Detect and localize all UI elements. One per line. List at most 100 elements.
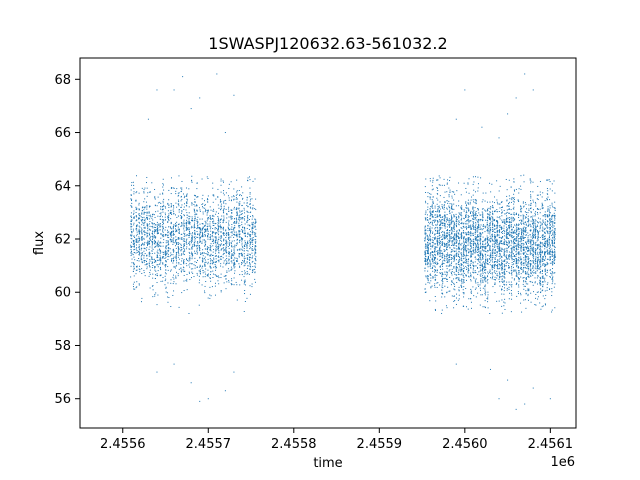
data-point bbox=[160, 202, 162, 204]
data-point bbox=[201, 253, 203, 255]
data-point bbox=[223, 240, 225, 242]
data-point bbox=[203, 200, 205, 202]
data-point bbox=[450, 244, 452, 246]
data-point bbox=[490, 237, 492, 239]
data-point bbox=[233, 199, 235, 201]
data-point bbox=[138, 244, 140, 246]
data-point bbox=[489, 257, 491, 259]
data-point bbox=[463, 251, 465, 253]
data-point bbox=[431, 251, 433, 253]
data-point bbox=[230, 215, 232, 217]
data-point bbox=[207, 275, 209, 277]
data-point bbox=[453, 257, 455, 259]
data-point bbox=[493, 271, 495, 273]
data-point bbox=[206, 248, 208, 250]
data-point bbox=[432, 212, 434, 214]
data-point bbox=[225, 264, 227, 266]
data-point bbox=[492, 201, 494, 203]
data-point bbox=[484, 292, 486, 294]
data-point bbox=[183, 230, 185, 232]
data-point bbox=[496, 216, 498, 218]
data-point bbox=[433, 221, 435, 223]
data-point bbox=[186, 278, 188, 280]
data-point bbox=[441, 231, 443, 233]
data-point bbox=[190, 242, 192, 244]
data-point bbox=[482, 267, 484, 269]
data-point bbox=[188, 227, 190, 229]
data-point bbox=[147, 224, 149, 226]
data-point bbox=[463, 247, 465, 249]
data-point bbox=[442, 223, 444, 225]
data-point bbox=[238, 263, 240, 265]
data-point bbox=[491, 250, 493, 252]
data-point bbox=[181, 253, 183, 255]
data-point bbox=[233, 208, 235, 210]
data-point bbox=[217, 232, 219, 234]
data-point bbox=[463, 293, 465, 295]
data-point bbox=[461, 286, 463, 288]
data-point bbox=[185, 223, 187, 225]
data-point bbox=[204, 220, 206, 222]
data-point bbox=[424, 233, 426, 235]
data-point bbox=[438, 259, 440, 261]
data-point bbox=[431, 206, 433, 208]
data-point bbox=[451, 228, 453, 230]
data-point bbox=[430, 267, 432, 269]
data-point bbox=[490, 219, 492, 221]
data-point bbox=[175, 190, 177, 192]
data-point bbox=[496, 274, 498, 276]
data-point bbox=[488, 239, 490, 241]
data-point bbox=[430, 280, 432, 282]
data-point bbox=[154, 243, 156, 245]
data-point bbox=[220, 236, 222, 238]
data-point bbox=[214, 285, 216, 287]
data-point bbox=[212, 238, 214, 240]
data-point bbox=[433, 262, 435, 264]
data-point bbox=[469, 242, 471, 244]
data-point bbox=[177, 237, 179, 239]
data-point bbox=[146, 216, 148, 218]
data-point bbox=[175, 260, 177, 262]
data-point bbox=[453, 254, 455, 256]
data-point bbox=[489, 247, 491, 249]
data-point bbox=[214, 223, 216, 225]
data-point bbox=[178, 244, 179, 246]
data-point bbox=[458, 298, 460, 300]
data-point bbox=[239, 266, 241, 268]
data-point bbox=[157, 231, 159, 233]
data-point bbox=[159, 249, 161, 251]
data-point bbox=[460, 285, 462, 287]
data-point bbox=[494, 240, 496, 242]
data-point bbox=[141, 262, 143, 264]
data-point bbox=[239, 241, 241, 243]
data-point bbox=[205, 253, 207, 255]
data-point bbox=[235, 281, 237, 283]
data-point bbox=[460, 243, 462, 245]
data-point bbox=[430, 248, 432, 250]
data-point bbox=[455, 225, 457, 227]
data-point bbox=[478, 224, 480, 226]
data-point bbox=[427, 250, 429, 252]
data-point bbox=[458, 221, 460, 223]
data-point bbox=[460, 236, 462, 238]
data-point bbox=[168, 226, 170, 228]
data-point bbox=[247, 253, 249, 255]
data-point bbox=[247, 217, 249, 219]
data-point bbox=[146, 205, 148, 207]
data-point bbox=[130, 220, 132, 222]
data-point bbox=[457, 272, 459, 274]
data-point bbox=[458, 266, 460, 268]
data-point bbox=[469, 212, 471, 214]
data-point bbox=[167, 292, 169, 294]
data-point bbox=[151, 215, 153, 217]
data-point bbox=[138, 232, 140, 234]
data-point bbox=[465, 262, 467, 264]
data-point bbox=[201, 228, 203, 230]
data-point bbox=[228, 260, 230, 262]
data-point bbox=[178, 203, 180, 205]
data-point bbox=[255, 256, 257, 258]
data-point bbox=[463, 209, 465, 211]
data-point bbox=[461, 235, 463, 237]
data-point bbox=[223, 232, 225, 234]
data-point bbox=[189, 279, 191, 281]
